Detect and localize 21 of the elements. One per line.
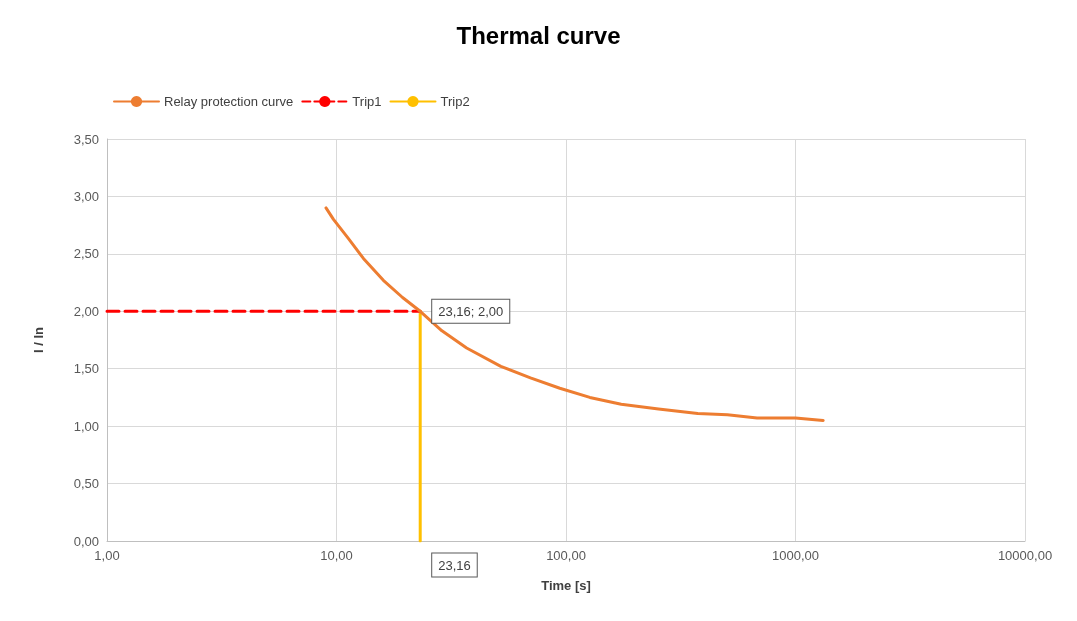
annotation: 23,16 — [438, 557, 471, 573]
legend-label: Trip1 — [352, 94, 382, 109]
y-tick-label: 0,50 — [73, 476, 99, 492]
x-axis-title: Time [s] — [541, 578, 591, 593]
legend-label: Relay protection curve — [164, 94, 294, 109]
x-tick-label: 1,00 — [94, 548, 120, 563]
annotation: 23,16; 2,00 — [438, 303, 504, 319]
x-tick-label: 1000,00 — [772, 548, 819, 563]
legend-label: Trip2 — [440, 94, 470, 109]
y-tick-label: 3,00 — [73, 188, 99, 204]
x-tick-label: 10,00 — [320, 548, 353, 563]
y-axis-title: I / In — [31, 326, 46, 353]
y-tick-label: 0,00 — [73, 533, 99, 549]
y-tick-label: 1,50 — [73, 361, 99, 377]
y-tick-label: 2,50 — [73, 246, 99, 262]
x-tick-label: 100,00 — [546, 548, 586, 563]
y-tick-label: 1,00 — [73, 418, 99, 434]
x-tick-label: 10000,00 — [997, 548, 1053, 563]
y-tick-label: 2,00 — [73, 303, 99, 319]
chart-title: Thermal curve — [456, 21, 621, 49]
y-tick-label: 3,50 — [73, 131, 99, 147]
